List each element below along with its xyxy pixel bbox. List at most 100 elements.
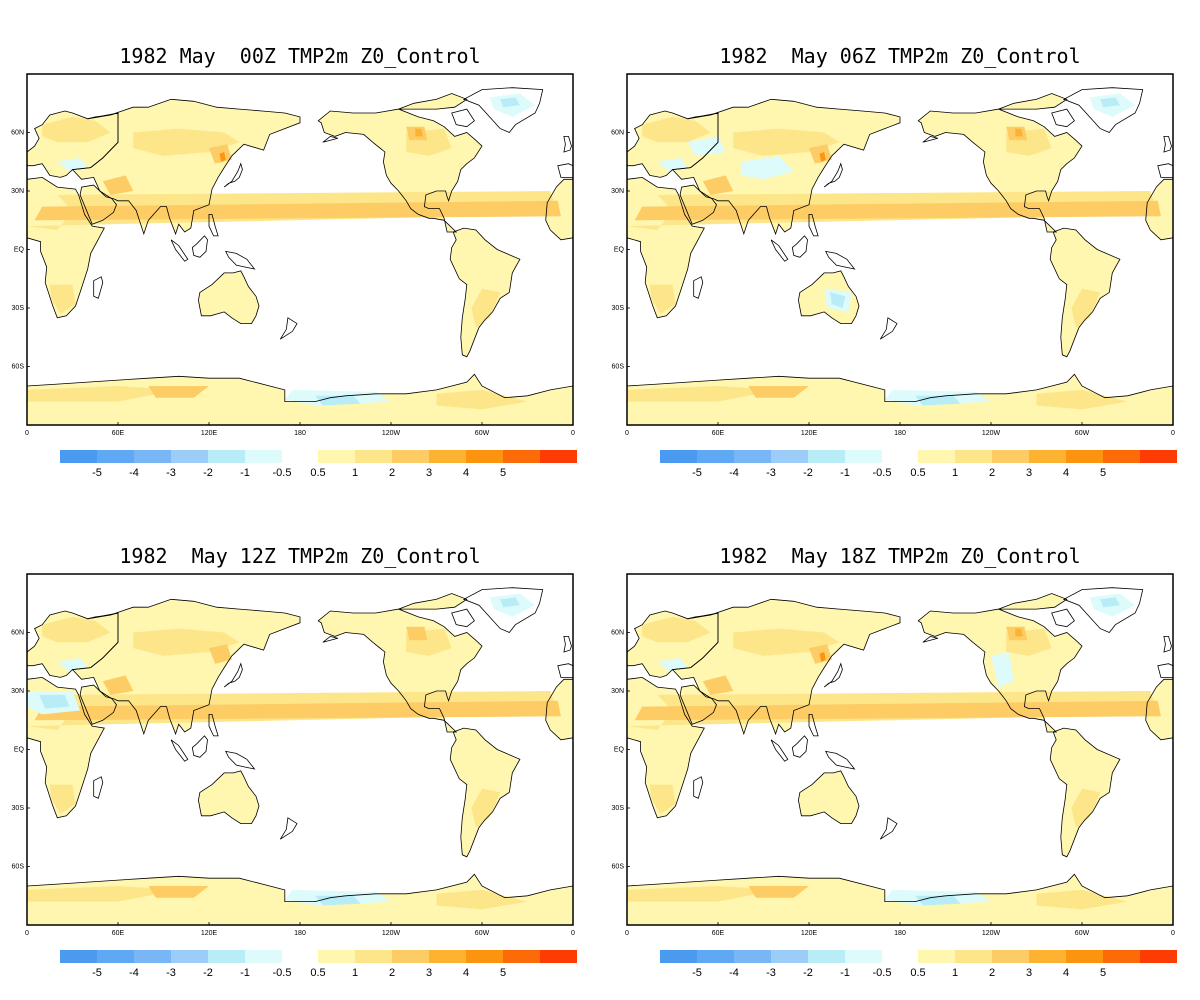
map-field [27, 74, 573, 425]
lat-tick-label: 60N [611, 630, 624, 637]
coastline-uk [1163, 136, 1172, 153]
colorbar-label: 2 [389, 967, 395, 979]
coastline-green [462, 587, 544, 633]
colorbar-swatch [1140, 950, 1177, 963]
colorbar-label: 5 [500, 467, 506, 479]
lon-tick-label: 180 [294, 430, 306, 437]
lon-tick-label: 0 [625, 930, 629, 937]
coastline-madag [693, 276, 704, 299]
coastline-sumatra [170, 239, 189, 262]
colorbar-label: -4 [729, 467, 739, 479]
lon-tick-label: 120E [201, 430, 218, 437]
anomaly-patch [34, 200, 561, 221]
coastline-namer [317, 608, 483, 733]
coastline-baffin [1051, 108, 1075, 128]
coastline-asia [671, 598, 901, 736]
colorbar-swatch [992, 450, 1029, 463]
anomaly-patch [1071, 288, 1101, 328]
anomaly-patch [748, 386, 809, 398]
anomaly-patch [27, 386, 179, 402]
coastline-ngui [224, 250, 256, 270]
lon-tick-label: 0 [1171, 430, 1175, 437]
colorbar-swatch [171, 950, 208, 963]
coastline-uk [563, 136, 572, 153]
colorbar-swatch [540, 450, 577, 463]
coastline-africa [27, 176, 105, 319]
lon-tick-label: 60E [712, 930, 725, 937]
lat-tick-label: 30S [12, 305, 25, 312]
map-panel-12z: 1982 May 12Z TMP2m Z0_Control 60N 30N EQ 30… [0, 500, 600, 1000]
anomaly-patch [657, 157, 688, 172]
coastline-baffin [451, 108, 475, 128]
coastline-asia [71, 598, 301, 736]
colorbar-label: 4 [1063, 467, 1069, 479]
colorbar-swatch [734, 450, 771, 463]
colorbar-swatch [955, 950, 992, 963]
map-field [27, 574, 573, 925]
colorbar-swatch [660, 450, 697, 463]
coastline-austral [197, 270, 260, 324]
coastline-africa [627, 176, 705, 319]
colorbar-label: -2 [203, 467, 213, 479]
coastline-madag [93, 776, 104, 799]
anomaly-patch [39, 694, 70, 709]
panel-title: 1982 May 12Z TMP2m Z0_Control [119, 544, 481, 568]
coastline-antarc [627, 373, 1173, 425]
lat-tick-label: 60S [612, 364, 625, 371]
colorbar-swatch [429, 450, 466, 463]
colorbar-swatch [697, 950, 734, 963]
coastline-green [1062, 87, 1144, 133]
coastline-iberia [1157, 663, 1173, 678]
coastline-africa [27, 676, 105, 819]
coastline-alaska2 [922, 135, 939, 143]
coastline-iberia [1157, 163, 1173, 178]
lat-tick-label: 30N [11, 688, 24, 695]
coastline-japan [823, 162, 843, 188]
lat-tick-label: 60S [612, 864, 625, 871]
colorbar-swatch [1103, 950, 1140, 963]
lat-tick-label: EQ [14, 247, 25, 254]
coastline-sameri [1049, 727, 1121, 858]
coastline-sumatra [170, 739, 189, 762]
lon-tick-label: 60E [112, 930, 125, 937]
coastline-nz [279, 817, 298, 840]
coastline-sumatra [770, 739, 789, 762]
colorbar-swatch [392, 950, 429, 963]
colorbar-label: 3 [426, 467, 432, 479]
anomaly-patch [634, 200, 1161, 221]
colorbar-swatch [97, 450, 134, 463]
anomaly-patch [627, 886, 779, 902]
coastline-arabia [79, 684, 117, 725]
colorbar-swatch [318, 450, 355, 463]
lon-tick-label: 0 [25, 430, 29, 437]
anomaly-patch [471, 288, 501, 328]
coastline-arabia [679, 684, 717, 725]
colorbar-label: -2 [203, 967, 213, 979]
colorbar-label: -3 [766, 467, 776, 479]
coastline-borneo [791, 235, 808, 258]
colorbar-label: -1 [240, 967, 250, 979]
colorbar-label: -3 [766, 967, 776, 979]
anomaly-patch [49, 284, 76, 314]
coastline-sumatra [770, 239, 789, 262]
colorbar-label: 1 [952, 467, 958, 479]
coastline-uk [1163, 636, 1172, 653]
colorbar-swatch [1103, 450, 1140, 463]
coastline-nz [879, 817, 898, 840]
lon-tick-label: 120W [382, 430, 401, 437]
lat-tick-label: 30N [611, 688, 624, 695]
anomaly-patch [998, 93, 1067, 110]
map-field [627, 574, 1173, 925]
colorbar-label: 4 [463, 967, 469, 979]
lon-tick-label: 120E [801, 430, 818, 437]
anomaly-patch [398, 93, 467, 110]
anomaly-patch [398, 593, 467, 610]
anomaly-patch [657, 657, 688, 672]
colorbar: -5 -4 -3 -2 -1 -0.5 0.5 1 2 3 4 5 [660, 950, 1177, 979]
coastline-namer [917, 608, 1083, 733]
lon-tick-label: 120W [982, 430, 1001, 437]
colorbar-label: 1 [352, 967, 358, 979]
lon-tick-label: 120W [982, 930, 1001, 937]
coastline-philip [208, 714, 219, 737]
colorbar-swatch [134, 450, 171, 463]
